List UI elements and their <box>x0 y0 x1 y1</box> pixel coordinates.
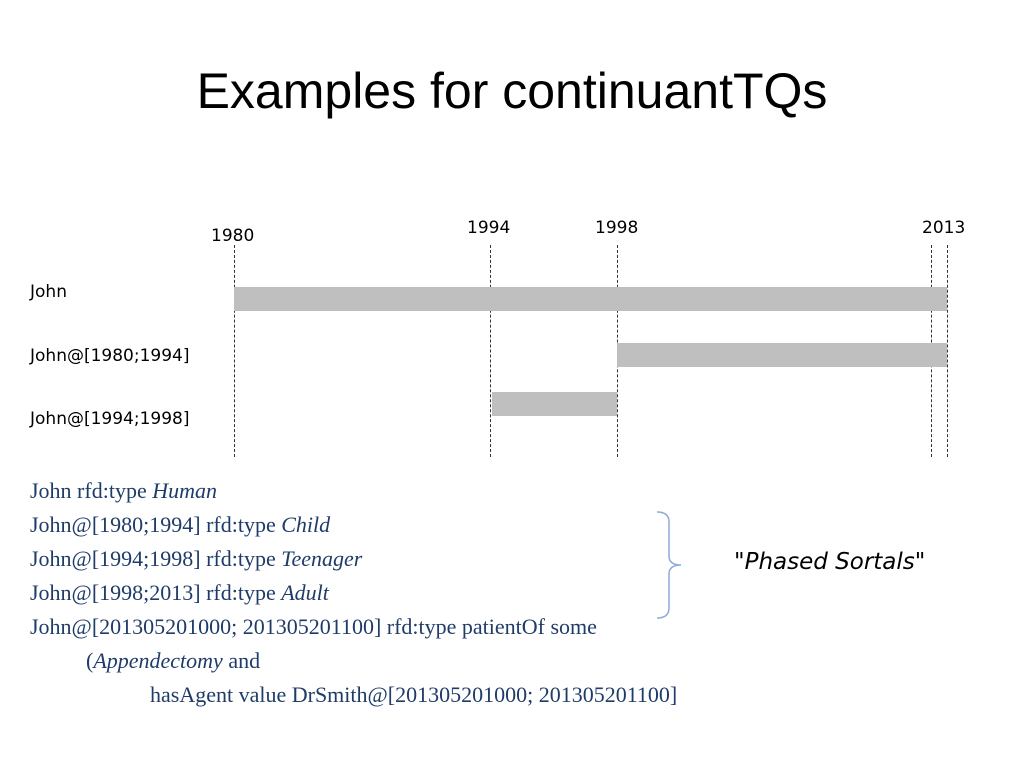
row-label-john-1980-1994: John@[1980;1994] <box>30 346 190 366</box>
statement-5-line-2: (Appendectomy and <box>30 644 677 678</box>
year-label-1980: 1980 <box>211 226 255 246</box>
statement-5-open-paren: ( <box>86 648 94 673</box>
statement-3-prefix: John@[1994;1998] rfd:type <box>30 546 282 571</box>
slide-title: Examples for continuantTQs <box>196 63 828 119</box>
statement-1-prefix: John rfd:type <box>30 478 153 503</box>
guide-line-1980 <box>234 245 235 457</box>
year-label-1994: 1994 <box>467 218 511 238</box>
statement-4: John@[1998;2013] rfd:type Adult <box>30 576 677 610</box>
statement-1: John rfd:type Human <box>30 474 677 508</box>
statement-2-class: Child <box>281 512 331 537</box>
guide-line-1994 <box>490 245 491 457</box>
statement-5-line-3: hasAgent value DrSmith@[201305201000; 20… <box>150 682 678 707</box>
statement-1-class: Human <box>152 478 217 503</box>
year-label-1998: 1998 <box>595 218 639 238</box>
statement-5-line-1: John@[201305201000; 201305201100] rfd:ty… <box>30 614 597 639</box>
row-label-john: John <box>30 282 67 302</box>
statements-block: John rfd:type Human John@[1980;1994] rfd… <box>30 474 677 712</box>
timeline-bar-john <box>234 287 947 311</box>
statement-3-class: Teenager <box>281 546 363 571</box>
statement-3: John@[1994;1998] rfd:type Teenager <box>30 542 677 576</box>
timeline-bar-john-1994-1998 <box>492 392 617 416</box>
statement-4-prefix: John@[1998;2013] rfd:type <box>30 580 282 605</box>
year-label-2013: 2013 <box>922 218 966 238</box>
statement-2: John@[1980;1994] rfd:type Child <box>30 508 677 542</box>
statement-5-and: and <box>222 648 261 673</box>
statement-2-prefix: John@[1980;1994] rfd:type <box>30 512 282 537</box>
curly-brace-icon <box>656 511 682 619</box>
statement-4-class: Adult <box>281 580 329 605</box>
phased-sortals-label: "Phased Sortals" <box>734 549 926 575</box>
row-label-john-1994-1998: John@[1994;1998] <box>30 409 190 429</box>
guide-line-2013-b <box>947 245 948 457</box>
timeline-bar-john-1980-1994 <box>617 343 947 367</box>
statement-5-class: Appendectomy <box>93 648 223 673</box>
